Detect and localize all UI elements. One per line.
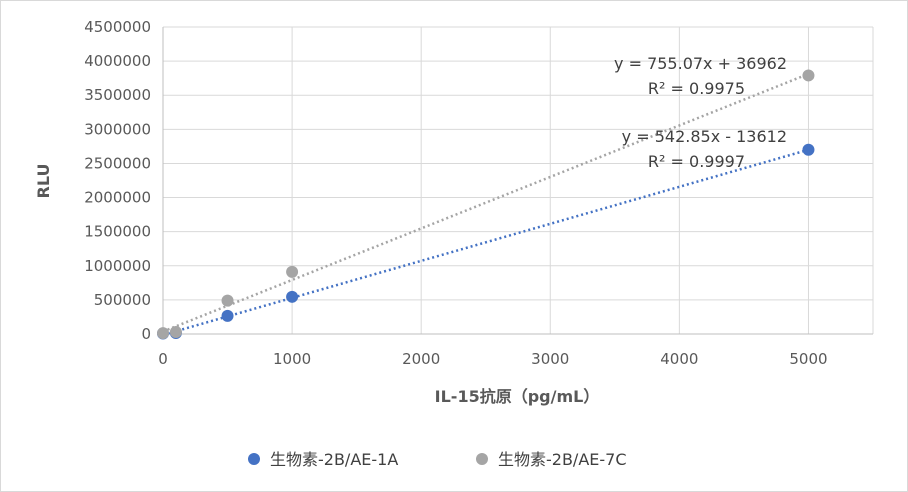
data-point-series-1 (221, 309, 234, 322)
trendline-equation-series-2: y = 755.07x + 36962 (614, 54, 787, 73)
y-tick-label: 2000000 (84, 189, 151, 207)
trendline-r2-series-2: R² = 0.9975 (648, 79, 745, 98)
legend-marker-series-2 (476, 453, 488, 465)
trendline-series-2 (162, 72, 809, 333)
x-axis-title: IL-15抗原（pg/mL） (435, 387, 600, 406)
legend-marker-series-1 (248, 453, 260, 465)
data-point-series-1 (802, 143, 815, 156)
y-tick-label: 0 (141, 325, 151, 343)
data-points (157, 69, 815, 340)
x-tick-label: 0 (158, 350, 168, 368)
labels: RLU IL-15抗原（pg/mL） y = 755.07x + 36962 R… (34, 54, 787, 406)
x-tick-label: 3000 (531, 350, 569, 368)
x-tick-label: 2000 (402, 350, 440, 368)
legend-label-series-2: 生物素-2B/AE-7C (498, 450, 627, 469)
data-point-series-2 (157, 327, 169, 340)
x-tick-label: 1000 (273, 350, 311, 368)
axes: 0500000100000015000002000000250000030000… (84, 18, 873, 368)
trendlines (162, 72, 809, 337)
x-tick-label: 5000 (789, 350, 827, 368)
y-tick-label: 4500000 (84, 18, 151, 36)
y-tick-label: 1500000 (84, 223, 151, 241)
trendline-series-1 (162, 148, 809, 337)
y-tick-label: 500000 (94, 291, 151, 309)
data-point-series-2 (802, 69, 815, 82)
data-point-series-2 (169, 325, 182, 338)
data-point-series-2 (221, 294, 234, 307)
y-axis-title: RLU (34, 164, 53, 199)
data-point-series-1 (286, 290, 299, 303)
y-tick-label: 1000000 (84, 257, 151, 275)
y-tick-label: 3500000 (84, 86, 151, 104)
gridlines (163, 26, 874, 334)
trendline-equation-series-1: y = 542.85x - 13612 (622, 127, 787, 146)
y-tick-label: 4000000 (84, 52, 151, 70)
trendline-r2-series-1: R² = 0.9997 (648, 152, 745, 171)
y-tick-label: 3000000 (84, 120, 151, 138)
x-tick-label: 4000 (660, 350, 698, 368)
data-point-series-2 (286, 265, 299, 278)
y-tick-label: 2500000 (84, 154, 151, 172)
legend-label-series-1: 生物素-2B/AE-1A (270, 450, 398, 469)
legend: 生物素-2B/AE-1A 生物素-2B/AE-7C (248, 450, 627, 469)
